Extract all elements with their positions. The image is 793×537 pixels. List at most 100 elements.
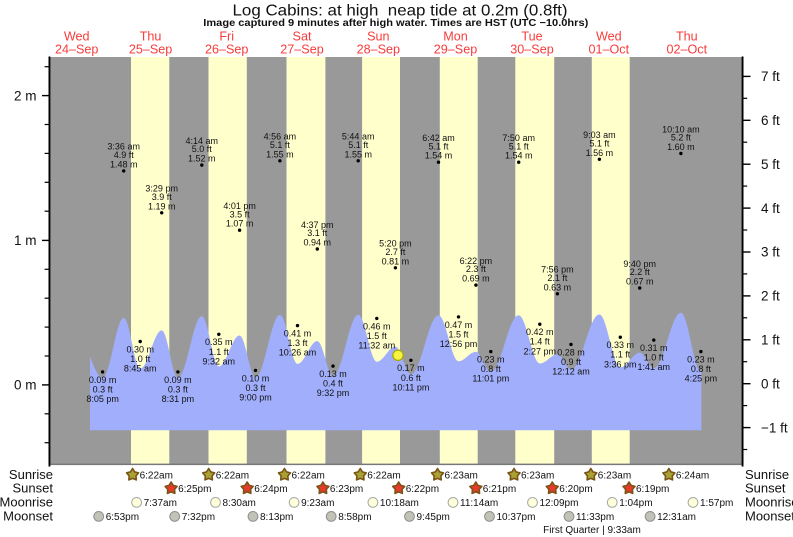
svg-text:Moonset: Moonset: [745, 509, 793, 524]
svg-text:4.9 ft: 4.9 ft: [114, 150, 135, 160]
svg-text:Fri: Fri: [219, 29, 234, 43]
svg-text:6:23pm: 6:23pm: [330, 484, 363, 495]
svg-text:6:42 am: 6:42 am: [422, 133, 455, 143]
svg-text:0.63 m: 0.63 m: [544, 282, 572, 292]
svg-text:4:25 pm: 4:25 pm: [685, 374, 718, 384]
svg-text:9:23am: 9:23am: [301, 498, 334, 509]
svg-text:11:14am: 11:14am: [460, 498, 498, 509]
svg-text:5.1 ft: 5.1 ft: [270, 140, 291, 150]
svg-text:3.9 ft: 3.9 ft: [152, 192, 173, 202]
svg-text:8:30am: 8:30am: [223, 498, 256, 509]
svg-text:0.67 m: 0.67 m: [626, 277, 654, 287]
svg-text:4 ft: 4 ft: [761, 201, 780, 216]
svg-text:8:13pm: 8:13pm: [260, 512, 293, 523]
svg-text:6:22am: 6:22am: [292, 471, 325, 482]
svg-text:7 ft: 7 ft: [761, 69, 780, 84]
svg-text:0.41 m: 0.41 m: [284, 329, 312, 339]
svg-text:6:19pm: 6:19pm: [636, 484, 669, 495]
svg-text:0.81 m: 0.81 m: [382, 256, 410, 266]
svg-text:1.55 m: 1.55 m: [266, 149, 294, 159]
svg-text:6:24pm: 6:24pm: [254, 484, 287, 495]
svg-text:Sunrise: Sunrise: [745, 467, 789, 482]
svg-text:7:50 am: 7:50 am: [502, 133, 535, 143]
svg-text:9:32 pm: 9:32 pm: [317, 388, 350, 398]
svg-text:2.3 ft: 2.3 ft: [466, 264, 487, 274]
svg-text:6:24am: 6:24am: [676, 471, 709, 482]
svg-text:6:23am: 6:23am: [521, 471, 554, 482]
svg-text:1.55 m: 1.55 m: [344, 149, 372, 159]
svg-text:4:56 am: 4:56 am: [264, 132, 297, 142]
svg-text:5 ft: 5 ft: [761, 157, 780, 172]
svg-text:5.2 ft: 5.2 ft: [671, 133, 692, 143]
svg-text:3.5 ft: 3.5 ft: [230, 209, 251, 219]
svg-text:10:18am: 10:18am: [380, 498, 419, 509]
svg-text:Log Cabins: at high neap tide: Log Cabins: at high neap tide at 0.2m (0…: [233, 2, 568, 19]
svg-text:Thu: Thu: [676, 29, 698, 43]
svg-text:0.47 m: 0.47 m: [445, 320, 473, 330]
svg-text:7:32pm: 7:32pm: [182, 512, 215, 523]
svg-text:−1 ft: −1 ft: [761, 420, 788, 435]
svg-text:26–Sep: 26–Sep: [205, 43, 248, 57]
svg-text:11:33pm: 11:33pm: [576, 512, 614, 523]
svg-text:0 ft: 0 ft: [761, 376, 780, 391]
svg-text:6:23am: 6:23am: [445, 471, 478, 482]
svg-text:0.8 ft: 0.8 ft: [691, 364, 712, 374]
svg-text:6:20pm: 6:20pm: [559, 484, 592, 495]
svg-text:1.0 ft: 1.0 ft: [644, 353, 665, 363]
svg-text:5.1 ft: 5.1 ft: [348, 140, 369, 150]
svg-text:2 ft: 2 ft: [761, 289, 780, 304]
svg-text:1 m: 1 m: [14, 233, 37, 248]
svg-text:Wed: Wed: [64, 29, 90, 43]
svg-text:1.19 m: 1.19 m: [148, 201, 176, 211]
svg-text:0.4 ft: 0.4 ft: [323, 379, 344, 389]
svg-text:12:56 pm: 12:56 pm: [440, 339, 478, 349]
svg-text:7:37am: 7:37am: [144, 498, 177, 509]
svg-text:0.31 m: 0.31 m: [640, 343, 668, 353]
svg-text:6:22 pm: 6:22 pm: [460, 256, 493, 266]
svg-text:12:09pm: 12:09pm: [540, 498, 579, 509]
svg-text:4:14 am: 4:14 am: [186, 136, 219, 146]
svg-text:10:26 am: 10:26 am: [279, 348, 317, 358]
svg-text:First Quarter | 9:33am: First Quarter | 9:33am: [543, 525, 641, 536]
svg-text:6:22am: 6:22am: [140, 471, 173, 482]
svg-text:02–Oct: 02–Oct: [666, 43, 707, 57]
svg-text:6 ft: 6 ft: [761, 113, 780, 128]
svg-text:0 m: 0 m: [14, 378, 37, 393]
svg-text:6:22am: 6:22am: [367, 471, 400, 482]
svg-text:8:58pm: 8:58pm: [338, 512, 371, 523]
svg-text:1.5 ft: 1.5 ft: [448, 329, 469, 339]
svg-text:1.54 m: 1.54 m: [425, 151, 453, 161]
svg-text:0.3 ft: 0.3 ft: [93, 384, 114, 394]
svg-text:Sunset: Sunset: [13, 481, 54, 496]
svg-text:1.56 m: 1.56 m: [586, 148, 614, 158]
svg-text:3:29 pm: 3:29 pm: [145, 184, 178, 194]
svg-text:25–Sep: 25–Sep: [129, 43, 172, 57]
svg-text:1.52 m: 1.52 m: [188, 154, 216, 164]
svg-text:1:04pm: 1:04pm: [619, 498, 652, 509]
svg-text:8:05 pm: 8:05 pm: [86, 394, 119, 404]
svg-text:8:45 am: 8:45 am: [124, 364, 157, 374]
svg-text:4:01 pm: 4:01 pm: [223, 201, 256, 211]
svg-text:0.23 m: 0.23 m: [477, 355, 505, 365]
svg-text:Thu: Thu: [140, 29, 162, 43]
svg-text:0.10 m: 0.10 m: [242, 373, 270, 383]
svg-text:3.1 ft: 3.1 ft: [307, 228, 328, 238]
svg-text:5.1 ft: 5.1 ft: [509, 141, 530, 151]
svg-text:0.3 ft: 0.3 ft: [245, 383, 266, 393]
svg-text:1.48 m: 1.48 m: [110, 159, 138, 169]
svg-text:0.30 m: 0.30 m: [126, 344, 154, 354]
svg-text:0.23 m: 0.23 m: [687, 355, 715, 365]
svg-text:5:20 pm: 5:20 pm: [379, 239, 412, 249]
svg-text:9:40 pm: 9:40 pm: [623, 259, 656, 269]
svg-text:7:56 pm: 7:56 pm: [541, 265, 574, 275]
svg-text:28–Sep: 28–Sep: [357, 43, 400, 57]
svg-text:3 ft: 3 ft: [761, 245, 780, 260]
svg-text:Image captured 9 minutes after: Image captured 9 minutes after high wate…: [203, 18, 588, 29]
svg-text:4:37 pm: 4:37 pm: [301, 220, 334, 230]
svg-text:6:25pm: 6:25pm: [178, 484, 211, 495]
svg-text:0.9 ft: 0.9 ft: [561, 357, 582, 367]
svg-text:1.60 m: 1.60 m: [667, 142, 695, 152]
svg-text:10:37pm: 10:37pm: [497, 512, 536, 523]
svg-text:5:44 am: 5:44 am: [342, 132, 375, 142]
svg-text:29–Sep: 29–Sep: [434, 43, 477, 57]
